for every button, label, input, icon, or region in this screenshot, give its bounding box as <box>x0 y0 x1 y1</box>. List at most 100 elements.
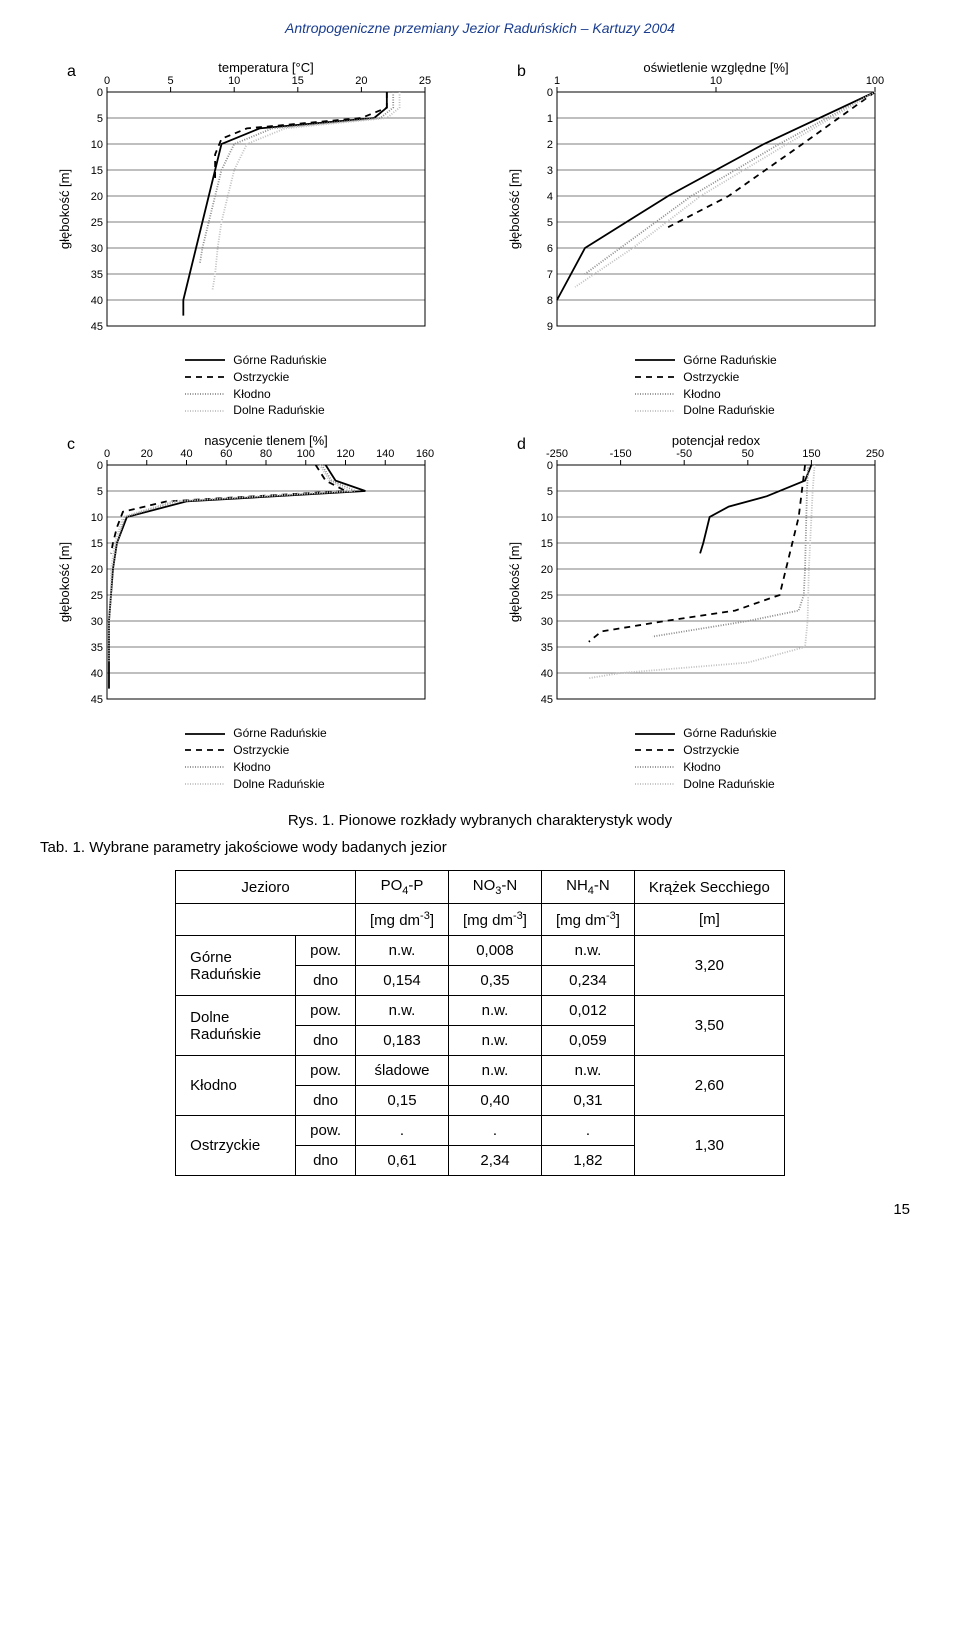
legend-item: Dolne Raduńskie <box>183 402 326 419</box>
svg-text:0: 0 <box>97 87 103 99</box>
svg-text:0: 0 <box>547 87 553 99</box>
cell-value: dno <box>296 966 356 996</box>
svg-text:10: 10 <box>710 75 722 87</box>
cell-value: n.w. <box>448 996 541 1026</box>
svg-text:-150: -150 <box>610 448 632 460</box>
th-jezioro: Jezioro <box>176 871 356 904</box>
table-row: DolneRaduńskiepow.n.w.n.w.0,0123,50 <box>176 996 785 1026</box>
svg-text:30: 30 <box>91 243 103 255</box>
svg-text:d: d <box>517 436 526 453</box>
svg-text:35: 35 <box>541 642 553 654</box>
chart-a-block: atemperatura [°C]głębokość [m]0510152025… <box>40 56 470 419</box>
svg-text:nasycenie tlenem [%]: nasycenie tlenem [%] <box>204 433 328 448</box>
cell-value: n.w. <box>356 996 449 1026</box>
legend-item: Górne Raduńskie <box>633 352 776 369</box>
table-row: Ostrzyckiepow....1,30 <box>176 1116 785 1146</box>
svg-text:100: 100 <box>866 75 884 87</box>
svg-text:25: 25 <box>91 590 103 602</box>
svg-text:c: c <box>67 436 75 453</box>
cell-value: n.w. <box>448 1026 541 1056</box>
svg-text:b: b <box>517 63 526 80</box>
svg-text:120: 120 <box>336 448 354 460</box>
legend-label: Ostrzyckie <box>683 369 739 386</box>
cell-value: n.w. <box>448 1056 541 1086</box>
legend-label: Górne Raduńskie <box>233 352 326 369</box>
svg-text:30: 30 <box>541 616 553 628</box>
svg-text:10: 10 <box>91 139 103 151</box>
table-row: Kłodnopow.śladowen.w.n.w.2,60 <box>176 1056 785 1086</box>
chart-c: cnasycenie tlenem [%]głębokość [m]051015… <box>55 429 455 719</box>
cell-secchi: 1,30 <box>634 1116 784 1176</box>
cell-value: . <box>356 1116 449 1146</box>
cell-value: 0,059 <box>541 1026 634 1056</box>
svg-text:10: 10 <box>228 75 240 87</box>
legend-item: Ostrzyckie <box>633 369 776 386</box>
table-header-row-2: [mg dm-3] [mg dm-3] [mg dm-3] [m] <box>176 904 785 936</box>
legend-label: Górne Raduńskie <box>683 725 776 742</box>
svg-text:5: 5 <box>97 113 103 125</box>
chart-b-block: boświetlenie względne [%]głębokość [m]01… <box>490 56 920 419</box>
svg-text:20: 20 <box>91 564 103 576</box>
svg-text:15: 15 <box>91 538 103 550</box>
legend-item: Kłodno <box>633 759 776 776</box>
legend-item: Kłodno <box>633 386 776 403</box>
svg-text:45: 45 <box>91 321 103 333</box>
svg-text:15: 15 <box>292 75 304 87</box>
cell-value: n.w. <box>356 936 449 966</box>
svg-text:a: a <box>67 63 76 80</box>
svg-text:30: 30 <box>91 616 103 628</box>
svg-text:20: 20 <box>141 448 153 460</box>
legend-label: Dolne Raduńskie <box>683 776 774 793</box>
th-unit4: [m] <box>634 904 784 936</box>
svg-text:oświetlenie względne [%]: oświetlenie względne [%] <box>643 60 788 75</box>
svg-text:100: 100 <box>297 448 315 460</box>
svg-text:potencjał redox: potencjał redox <box>672 433 761 448</box>
svg-text:25: 25 <box>419 75 431 87</box>
cell-value: dno <box>296 1086 356 1116</box>
svg-text:-250: -250 <box>546 448 568 460</box>
legend-item: Ostrzyckie <box>183 369 326 386</box>
cell-lake: GórneRaduńskie <box>176 936 296 996</box>
svg-text:5: 5 <box>168 75 174 87</box>
cell-value: n.w. <box>541 936 634 966</box>
legend-label: Górne Raduńskie <box>233 725 326 742</box>
chart-d: dpotencjał redoxgłębokość [m]05101520253… <box>505 429 905 719</box>
cell-value: dno <box>296 1146 356 1176</box>
cell-value: pow. <box>296 1116 356 1146</box>
chart-d-block: dpotencjał redoxgłębokość [m]05101520253… <box>490 429 920 792</box>
legend-label: Dolne Raduńskie <box>233 402 324 419</box>
th-blank <box>176 904 356 936</box>
svg-text:1: 1 <box>554 75 560 87</box>
legend-item: Górne Raduńskie <box>183 725 326 742</box>
legend-item: Górne Raduńskie <box>633 725 776 742</box>
cell-secchi: 3,20 <box>634 936 784 996</box>
legend-label: Ostrzyckie <box>683 742 739 759</box>
svg-text:160: 160 <box>416 448 434 460</box>
figure-caption: Rys. 1. Pionowe rozkłady wybranych chara… <box>40 812 920 829</box>
legend-item: Dolne Raduńskie <box>633 402 776 419</box>
legend-label: Kłodno <box>683 759 720 776</box>
svg-text:temperatura [°C]: temperatura [°C] <box>218 60 314 75</box>
svg-text:10: 10 <box>91 512 103 524</box>
svg-text:20: 20 <box>91 191 103 203</box>
legend-d: Górne RaduńskieOstrzyckieKłodnoDolne Rad… <box>633 725 776 792</box>
svg-text:20: 20 <box>355 75 367 87</box>
chart-b: boświetlenie względne [%]głębokość [m]01… <box>505 56 905 346</box>
svg-text:150: 150 <box>802 448 820 460</box>
legend-item: Kłodno <box>183 386 326 403</box>
cell-value: 0,183 <box>356 1026 449 1056</box>
th-unit1: [mg dm-3] <box>356 904 449 936</box>
cell-value: n.w. <box>541 1056 634 1086</box>
cell-value: 1,82 <box>541 1146 634 1176</box>
svg-text:35: 35 <box>91 642 103 654</box>
chart-a: atemperatura [°C]głębokość [m]0510152025… <box>55 56 455 346</box>
cell-value: . <box>541 1116 634 1146</box>
legend-label: Dolne Raduńskie <box>233 776 324 793</box>
svg-text:40: 40 <box>91 668 103 680</box>
legend-item: Dolne Raduńskie <box>183 776 326 793</box>
table-header-row-1: Jezioro PO4-P NO3-N NH4-N Krążek Secchie… <box>176 871 785 904</box>
cell-secchi: 2,60 <box>634 1056 784 1116</box>
legend-item: Kłodno <box>183 759 326 776</box>
svg-text:20: 20 <box>541 564 553 576</box>
table-caption: Tab. 1. Wybrane parametry jakościowe wod… <box>40 839 920 856</box>
